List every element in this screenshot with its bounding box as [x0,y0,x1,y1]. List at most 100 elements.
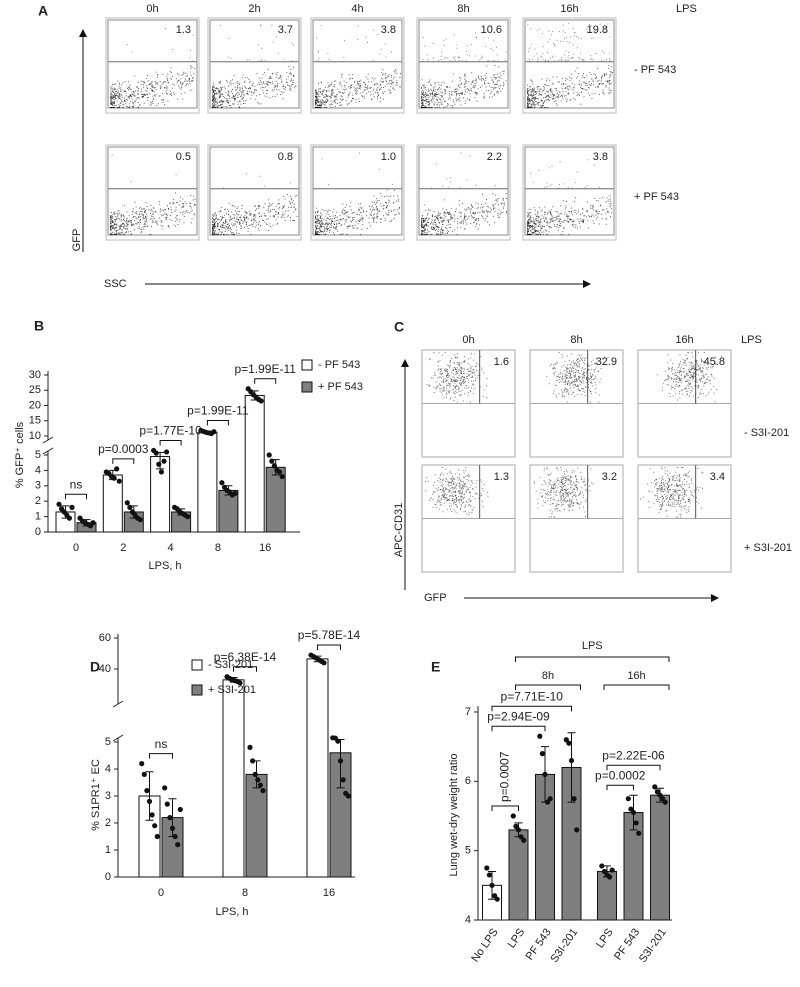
event-dot [216,217,217,218]
event-dot [315,222,316,223]
event-dot [240,104,241,105]
event-dot [438,220,439,221]
event-dot [367,78,368,79]
event-dot [495,87,496,88]
event-dot [213,224,214,225]
event-dot [486,210,487,211]
event-dot [212,234,213,235]
event-dot [473,81,474,82]
event-dot [533,182,534,183]
event-dot [251,92,252,93]
event-dot [138,222,139,223]
event-dot [394,190,395,191]
event-dot [537,102,538,103]
event-dot [556,219,557,220]
event-dot [132,52,133,53]
event-dot [213,107,214,108]
event-dot [153,211,154,212]
event-dot [239,83,240,84]
event-dot [114,219,115,220]
event-dot [548,226,549,227]
event-dot [354,82,355,83]
event-dot [370,213,371,214]
event-dot [213,86,214,87]
event-dot [332,91,333,92]
event-dot [547,225,548,226]
event-dot [324,107,325,108]
event-dot [476,224,477,225]
event-dot [115,230,116,231]
event-dot [391,51,392,52]
event-dot [430,358,431,359]
event-dot [471,88,472,89]
event-dot [352,98,353,99]
event-dot [349,103,350,104]
event-dot [220,221,221,222]
event-dot [185,213,186,214]
event-dot [597,214,598,215]
event-dot [426,218,427,219]
event-dot [451,105,452,106]
event-dot [349,225,350,226]
event-dot [319,107,320,108]
event-dot [529,49,530,50]
event-dot [554,56,555,57]
event-dot [380,203,381,204]
event-dot [343,209,344,210]
event-dot [606,74,607,75]
event-dot [139,208,140,209]
event-dot [438,234,439,235]
event-dot [542,79,543,80]
event-dot [422,231,423,232]
event-dot [322,222,323,223]
event-dot [388,89,389,90]
event-dot [427,222,428,223]
event-dot [441,234,442,235]
event-dot [444,199,445,200]
event-dot [560,234,561,235]
event-dot [449,87,450,88]
event-dot [185,79,186,80]
event-dot [446,394,447,395]
event-dot [331,227,332,228]
event-dot [250,81,251,82]
event-dot [329,216,330,217]
event-dot [460,93,461,94]
event-dot [171,209,172,210]
event-dot [125,91,126,92]
event-dot [446,393,447,394]
event-dot [569,77,570,78]
event-dot [242,90,243,91]
event-dot [351,209,352,210]
event-dot [584,215,585,216]
event-dot [542,91,543,92]
event-dot [557,216,558,217]
event-dot [438,218,439,219]
event-dot [213,101,214,102]
event-dot [479,79,480,80]
event-dot [171,72,172,73]
event-dot [464,229,465,230]
event-dot [272,81,273,82]
event-dot [237,92,238,93]
event-dot [530,209,531,210]
event-dot [214,228,215,229]
event-dot [498,217,499,218]
event-dot [318,211,319,212]
event-dot [315,230,316,231]
event-dot [263,82,264,83]
event-dot [450,219,451,220]
event-dot [474,217,475,218]
event-dot [324,230,325,231]
event-dot [333,89,334,90]
event-dot [123,234,124,235]
event-dot [278,214,279,215]
event-dot [533,217,534,218]
event-dot [461,84,462,85]
event-dot [423,231,424,232]
event-dot [259,176,260,177]
event-dot [145,95,146,96]
event-dot [459,87,460,88]
event-dot [589,81,590,82]
event-dot [273,225,274,226]
